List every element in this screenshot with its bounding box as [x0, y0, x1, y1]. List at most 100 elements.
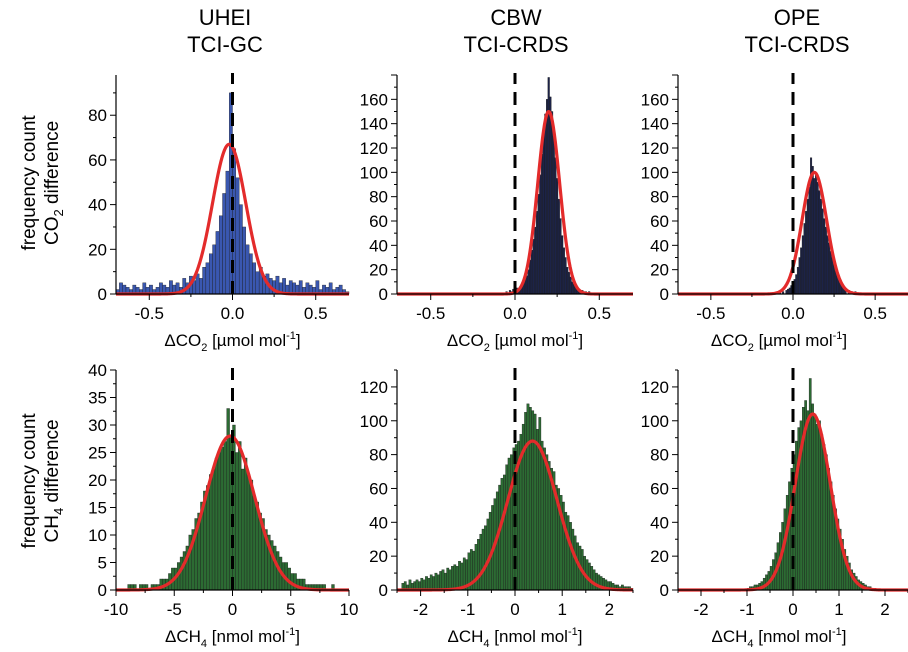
histogram-bar [795, 274, 798, 295]
x-tick-label: -1 [739, 600, 754, 619]
histogram-bar [798, 257, 801, 295]
histogram-bar [455, 566, 459, 591]
y-tick-label: 40 [369, 513, 388, 532]
histogram-bar [535, 211, 538, 295]
histogram-bar [562, 247, 565, 295]
histogram-bar [788, 287, 791, 295]
y-tick-label: 35 [88, 389, 107, 408]
histogram-bar [199, 278, 203, 295]
y-tick-label: 10 [88, 526, 107, 545]
histogram-bar [557, 198, 560, 295]
histogram-bar [159, 282, 163, 295]
histogram-bar [831, 257, 834, 295]
histogram-bar [252, 496, 256, 591]
x-tick-label: 0.0 [221, 304, 245, 323]
histogram-bar [540, 440, 544, 591]
histogram-bar [818, 420, 821, 591]
histogram-bar [503, 474, 506, 591]
histogram-bar [486, 518, 490, 591]
histogram-bar [214, 457, 219, 591]
y-tick-label: 80 [650, 188, 669, 207]
histogram-bar [235, 177, 240, 295]
histogram-bar [592, 569, 596, 591]
histogram-bar [220, 446, 224, 591]
histogram-bar [217, 452, 222, 591]
histogram-bar [242, 226, 246, 295]
x-tick-label: 0.5 [587, 304, 611, 323]
histogram-bar [211, 468, 216, 591]
histogram-bar [531, 410, 535, 591]
histogram-bar [808, 186, 811, 295]
histogram-bar [811, 166, 814, 295]
histogram-bar [223, 441, 227, 591]
histogram-bar [569, 276, 572, 295]
y-tick-label: 120 [360, 378, 388, 397]
histogram-bar [569, 522, 572, 591]
y-tick-label: 160 [360, 90, 388, 109]
histogram-bar [549, 96, 552, 295]
histogram-bar [534, 226, 537, 295]
histogram-bar [241, 468, 245, 591]
histogram-bar [425, 576, 428, 591]
y-tick-label: 40 [650, 513, 669, 532]
histogram-bar [328, 282, 333, 295]
histogram-bar [119, 282, 123, 295]
histogram-bar [458, 561, 461, 591]
panel-ch4-ope: 0 20 40 60 80 100 120 -2 -1 0 1 2 ΔCH4 [nmol mol-1] [641, 368, 908, 650]
x-tick-label: -2 [693, 600, 708, 619]
column-header-uhei: UHEI TCI-GC [115, 4, 335, 58]
y-tick-label: 40 [88, 361, 107, 380]
y-tick-label: 15 [88, 499, 107, 518]
y-tick-label: 140 [360, 115, 388, 134]
histogram-bar [484, 525, 487, 591]
histogram-bar [544, 113, 547, 295]
y-tick-label: 40 [88, 196, 107, 215]
histogram-bar [195, 273, 200, 295]
histogram-bar [826, 235, 829, 295]
histogram-bar [551, 111, 554, 295]
histogram-bar [238, 204, 243, 295]
histogram-bar [439, 571, 443, 591]
histogram-bar [528, 407, 532, 591]
histogram-bar [828, 242, 831, 295]
histogram-bar [540, 153, 543, 295]
x-tick-label: 0 [228, 600, 237, 619]
histogram-bar [288, 280, 293, 295]
histogram-bar [273, 545, 277, 591]
histogram-bar [803, 223, 806, 295]
y-tick-label: 80 [369, 188, 388, 207]
histogram-bar [206, 485, 210, 591]
panel-co2-ope: 0 20 40 60 80 100 120 140 160 -0.5 0.0 0.5 ΔCO2 [µmo… [641, 73, 908, 354]
histogram-bar [542, 133, 545, 295]
x-axis-label: ΔCH4 [nmol mol-1] [165, 626, 300, 650]
histogram-bar [820, 434, 824, 591]
x-tick-label: -5 [167, 600, 182, 619]
panel-ch4-cbw: 0 20 40 60 80 100 120 -2 -1 0 1 2 ΔCH4 [nmol mol-1] [360, 368, 634, 650]
y-tick-label: 80 [650, 446, 669, 465]
histogram-bar [813, 413, 817, 591]
y-tick-label: 80 [88, 106, 107, 125]
gaussian-fit-line [677, 170, 908, 296]
histogram-bar [248, 253, 253, 295]
histogram-bar [815, 174, 817, 295]
histogram-bar [315, 280, 320, 295]
histogram-bar [571, 528, 575, 591]
histogram-bar [785, 495, 789, 591]
histogram-bar [526, 403, 530, 591]
x-tick-label: -2 [413, 600, 428, 619]
x-axis-label: ΔCO2 [µmol mol-1] [711, 330, 847, 354]
histogram-bar [479, 533, 483, 591]
y-tick-label: 0 [379, 285, 388, 304]
y-tick-label: 40 [369, 236, 388, 255]
histogram-bar [546, 99, 549, 295]
histogram-bar [209, 253, 213, 295]
histogram-bar [552, 135, 555, 295]
column-header-cbw: CBW TCI-CRDS [406, 4, 626, 58]
x-tick-label: 10 [340, 600, 359, 619]
y-tick-label: 20 [369, 261, 388, 280]
histogram-bar [808, 378, 812, 591]
histogram-bar [822, 444, 826, 591]
histogram-bar [219, 215, 223, 295]
histogram-bar [427, 577, 431, 591]
histogram-bar [142, 282, 147, 295]
